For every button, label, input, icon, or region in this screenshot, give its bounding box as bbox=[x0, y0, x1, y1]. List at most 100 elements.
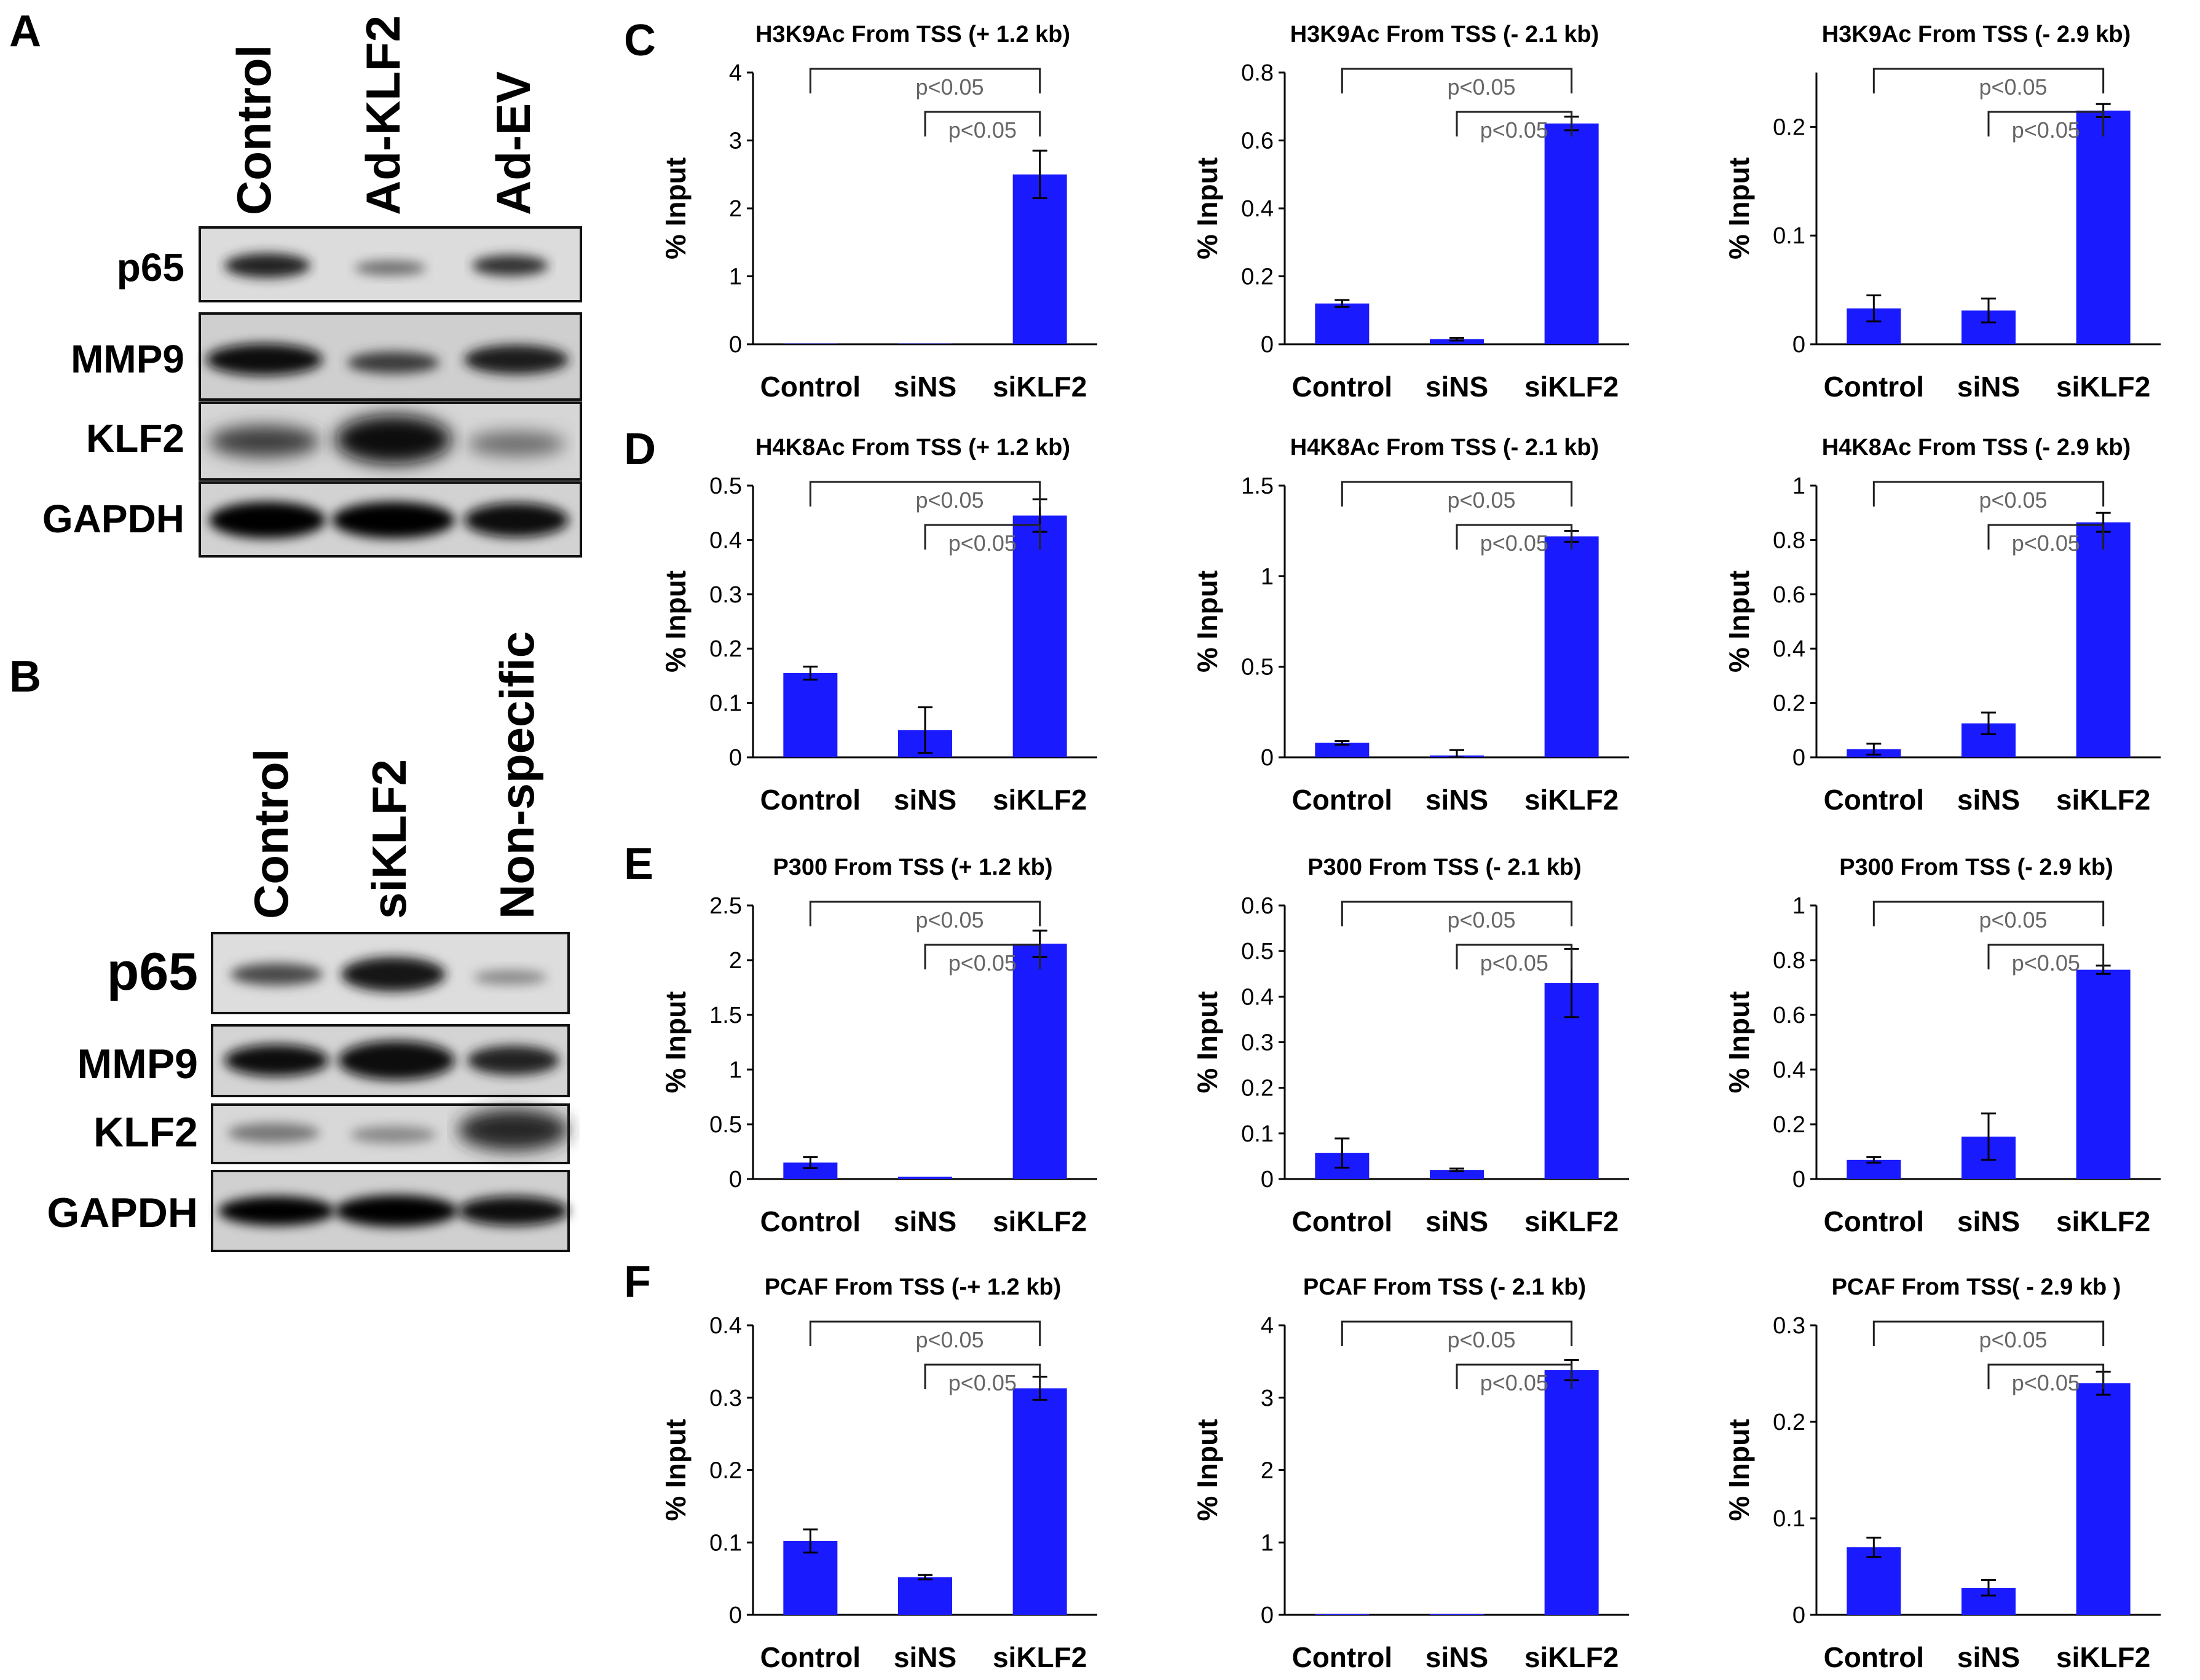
bar-sins bbox=[898, 1577, 952, 1615]
significance-label: p<0.05 bbox=[915, 487, 984, 513]
significance-label: p<0.05 bbox=[1979, 907, 2047, 933]
significance-label: p<0.05 bbox=[1979, 487, 2047, 513]
significance-label: p<0.05 bbox=[2012, 117, 2080, 143]
blot-b-mmp9 bbox=[211, 1024, 570, 1097]
bar-sins bbox=[898, 1177, 952, 1179]
bar-siklf2 bbox=[1012, 1388, 1067, 1615]
panel-b-row-klf2: KLF2 bbox=[93, 1109, 198, 1156]
y-tick-label: 0 bbox=[1792, 745, 1805, 771]
significance-bracket bbox=[1456, 944, 1573, 969]
y-tick-label: 0.4 bbox=[1773, 636, 1805, 662]
y-axis-label: % Input bbox=[660, 570, 692, 672]
chart-title: H3K9Ac From TSS (- 2.9 kb) bbox=[1822, 22, 2131, 47]
significance-label: p<0.05 bbox=[915, 1327, 984, 1352]
significance-bracket bbox=[809, 68, 1041, 93]
x-category-label: Control bbox=[1292, 784, 1393, 816]
y-tick-label: 0 bbox=[729, 1603, 742, 1628]
y-tick-label: 0 bbox=[1792, 332, 1805, 358]
panel-a-row-mmp9: MMP9 bbox=[71, 337, 184, 381]
y-tick-label: 0.4 bbox=[1241, 984, 1274, 1010]
chart-title: PCAF From TSS (-+ 1.2 kb) bbox=[765, 1274, 1061, 1300]
y-tick-label: 0 bbox=[729, 745, 742, 771]
y-tick-label: 4 bbox=[1261, 1313, 1274, 1339]
x-category-label: siNS bbox=[1957, 1641, 2020, 1673]
y-axis-label: % Input bbox=[660, 157, 692, 259]
y-tick-label: 0.5 bbox=[1241, 655, 1274, 680]
y-tick-label: 0.8 bbox=[1773, 948, 1805, 974]
x-category-label: siNS bbox=[894, 371, 956, 403]
panel-a-lane-ad-ev: Ad-EV bbox=[486, 71, 540, 215]
panel-a-row-klf2: KLF2 bbox=[86, 416, 184, 460]
significance-label: p<0.05 bbox=[915, 907, 984, 933]
panel-b: B Control siKLF2 Non-specific p65 MMP9 K… bbox=[9, 631, 570, 1252]
y-axis-label: % Input bbox=[1723, 1419, 1755, 1521]
significance-bracket bbox=[1341, 1320, 1573, 1346]
significance-label: p<0.05 bbox=[948, 950, 1017, 976]
x-category-label: siKLF2 bbox=[2056, 1641, 2150, 1673]
significance-bracket bbox=[1987, 1363, 2105, 1389]
chart-7: P300 From TSS (+ 1.2 kb) % Input 0 0.5 1 1.5 2… bbox=[660, 854, 1097, 1237]
significance-label: p<0.05 bbox=[1447, 1327, 1515, 1352]
x-category-label: siNS bbox=[1957, 784, 2020, 816]
significance-label: p<0.05 bbox=[1979, 1327, 2047, 1352]
significance-bracket bbox=[809, 1320, 1041, 1346]
blot-b-gapdh bbox=[211, 1170, 570, 1252]
y-tick-label: 0.4 bbox=[1773, 1057, 1805, 1083]
significance-label: p<0.05 bbox=[2012, 1370, 2080, 1395]
significance-bracket bbox=[1456, 1363, 1573, 1389]
panel-b-row-p65: p65 bbox=[107, 942, 198, 1001]
y-tick-label: 1 bbox=[1261, 564, 1274, 590]
bar-siklf2 bbox=[2076, 969, 2131, 1179]
chart-4: H4K8Ac From TSS (+ 1.2 kb) % Input 0 0.1 0.2… bbox=[660, 435, 1097, 816]
blot-b-klf2 bbox=[211, 1103, 570, 1164]
y-tick-label: 0.5 bbox=[709, 1112, 742, 1138]
bar-siklf2 bbox=[1544, 536, 1599, 757]
x-category-label: siKLF2 bbox=[2056, 784, 2150, 816]
significance-bracket bbox=[924, 944, 1041, 969]
x-category-label: siKLF2 bbox=[993, 371, 1087, 403]
significance-label: p<0.05 bbox=[1480, 117, 1548, 143]
y-tick-label: 0.2 bbox=[1241, 264, 1274, 290]
y-tick-label: 0.1 bbox=[1773, 223, 1805, 249]
panel-a-row-p65: p65 bbox=[117, 245, 184, 290]
significance-label: p<0.05 bbox=[1480, 950, 1548, 976]
y-tick-label: 0.6 bbox=[1241, 128, 1274, 154]
significance-label: p<0.05 bbox=[948, 117, 1017, 143]
x-category-label: siNS bbox=[1425, 1641, 1488, 1673]
y-tick-label: 0.8 bbox=[1241, 60, 1274, 86]
y-tick-label: 0 bbox=[1261, 1167, 1274, 1193]
y-tick-label: 0.2 bbox=[1773, 1410, 1805, 1435]
x-category-label: siKLF2 bbox=[2056, 1205, 2150, 1237]
y-tick-label: 0 bbox=[1792, 1167, 1805, 1193]
panel-b-lane-nonspecific: Non-specific bbox=[490, 631, 544, 919]
x-category-label: siKLF2 bbox=[993, 1641, 1087, 1673]
chart-6: H4K8Ac From TSS (- 2.9 kb) % Input 0 0.2 0.4… bbox=[1723, 435, 2161, 816]
panel-b-letter: B bbox=[9, 652, 41, 701]
panel-a: A Control Ad-KLF2 Ad-EV p65 MMP9 KLF2 GA… bbox=[9, 7, 582, 558]
bar-siklf2 bbox=[1012, 944, 1067, 1179]
significance-bracket bbox=[809, 901, 1041, 926]
significance-bracket bbox=[809, 481, 1041, 507]
chart-3: H3K9Ac From TSS (- 2.9 kb) % Input 0 0.1 0.2… bbox=[1723, 22, 2161, 403]
blot-a-gapdh bbox=[199, 481, 582, 558]
y-tick-label: 1 bbox=[729, 1057, 742, 1083]
significance-bracket bbox=[1872, 1320, 2105, 1346]
significance-bracket bbox=[1872, 481, 2105, 507]
bar-siklf2 bbox=[2076, 1383, 2131, 1615]
x-category-label: siKLF2 bbox=[1524, 1205, 1618, 1237]
significance-bracket bbox=[1987, 524, 2105, 550]
y-axis-label: % Input bbox=[1723, 570, 1755, 672]
y-tick-label: 0 bbox=[1792, 1603, 1805, 1628]
x-category-label: Control bbox=[1292, 371, 1393, 403]
x-category-label: siNS bbox=[894, 784, 956, 816]
x-category-label: siNS bbox=[1957, 1205, 2020, 1237]
chart-title: PCAF From TSS( - 2.9 kb ) bbox=[1832, 1274, 2121, 1300]
y-tick-label: 0 bbox=[729, 1167, 742, 1193]
x-category-label: siNS bbox=[1425, 371, 1488, 403]
y-tick-label: 0.3 bbox=[1241, 1030, 1274, 1056]
x-category-label: siKLF2 bbox=[2056, 371, 2150, 403]
significance-bracket bbox=[1341, 68, 1573, 93]
significance-bracket bbox=[1987, 111, 2105, 136]
y-axis-label: % Input bbox=[660, 991, 692, 1093]
chart-1: H3K9Ac From TSS (+ 1.2 kb) % Input 0 1 2 3 4 Co… bbox=[660, 22, 1097, 403]
